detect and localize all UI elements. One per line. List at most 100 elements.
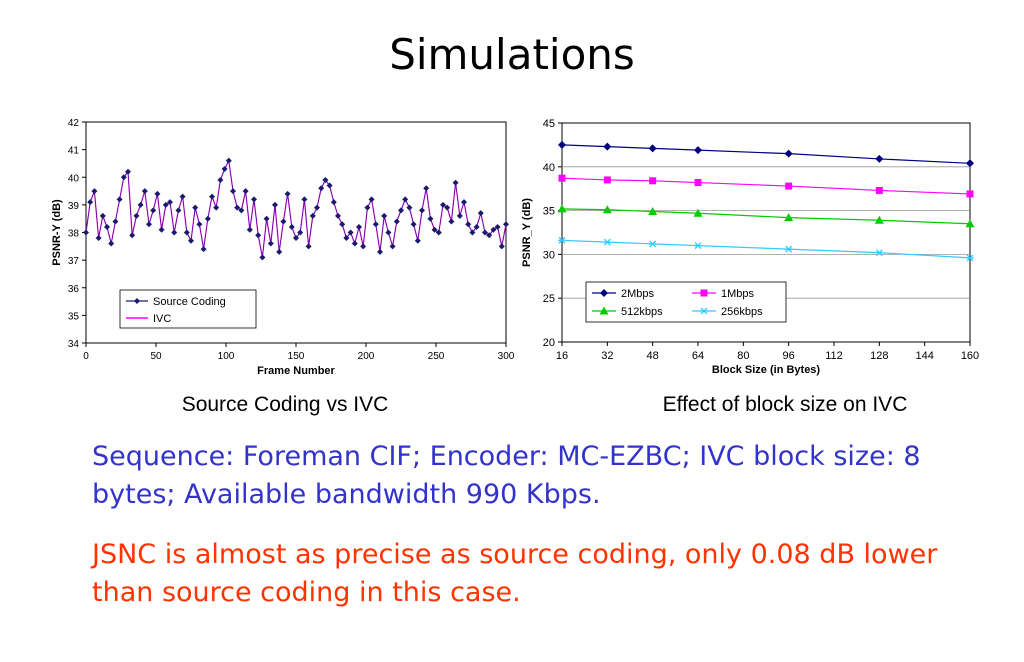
legend-source-coding-marker xyxy=(134,298,140,304)
source-coding-point xyxy=(498,243,505,250)
series-256kbps-point xyxy=(875,249,884,257)
conclusion-text: JSNC is almost as precise as source codi… xyxy=(92,539,938,608)
source-coding-point xyxy=(322,177,329,184)
source-coding-point xyxy=(150,207,157,214)
y-tick-label: 30 xyxy=(543,249,555,261)
series-256kbps-point xyxy=(648,240,657,248)
x-tick-label: 16 xyxy=(556,350,568,362)
source-coding-point xyxy=(305,243,312,250)
series-512kbps-point xyxy=(693,208,703,217)
x-axis-label: Block Size (in Bytes) xyxy=(712,364,821,376)
source-coding-point xyxy=(486,232,493,239)
source-coding-point xyxy=(377,248,383,255)
x-tick-label: 64 xyxy=(692,350,704,362)
source-coding-point xyxy=(402,196,409,203)
series-256kbps-point xyxy=(784,245,793,253)
slide-title: Simulations xyxy=(389,30,635,79)
source-coding-point xyxy=(209,193,215,200)
source-coding-point xyxy=(448,218,455,225)
series-2Mbps-point xyxy=(603,142,612,151)
source-coding-point xyxy=(95,235,102,242)
y-axis-label: PSNR-Y (dB) xyxy=(51,199,63,266)
source-coding-point xyxy=(91,188,98,195)
source-coding-point xyxy=(372,221,379,228)
source-coding-point xyxy=(314,204,320,211)
series-512kbps-point xyxy=(965,219,975,228)
source-coding-point xyxy=(213,204,220,211)
sequence-description: Sequence: Foreman CIF; Encoder: MC-EZBC;… xyxy=(92,441,921,510)
legend-512kbps-marker xyxy=(599,306,609,315)
legend-ivc-label: IVC xyxy=(153,313,171,325)
source-coding-point xyxy=(444,204,451,211)
y-tick-label: 45 xyxy=(543,118,555,130)
source-coding-point xyxy=(469,229,476,236)
source-coding-point xyxy=(364,204,371,211)
legend-512kbps-label: 512kbps xyxy=(621,306,663,318)
source-coding-point xyxy=(137,201,144,208)
y-tick-label: 35 xyxy=(68,311,80,322)
caption-block-size: Effect of block size on IVC xyxy=(662,393,908,416)
y-tick-label: 42 xyxy=(68,118,80,129)
source-coding-point xyxy=(356,223,362,230)
series-1Mbps-point xyxy=(649,177,657,185)
series-1Mbps-point xyxy=(603,176,611,184)
source-coding-point xyxy=(171,229,178,236)
source-coding-point xyxy=(120,174,127,181)
series-1Mbps-point xyxy=(785,182,793,190)
source-coding-point xyxy=(385,229,392,236)
source-coding-point xyxy=(410,221,417,228)
source-coding-point xyxy=(297,229,304,236)
source-coding-point xyxy=(343,235,350,242)
source-coding-point xyxy=(431,226,438,233)
source-coding-point xyxy=(204,215,211,222)
source-coding-point xyxy=(360,243,367,250)
source-coding-point xyxy=(393,218,400,225)
source-coding-point xyxy=(490,226,497,233)
source-coding-point xyxy=(477,210,484,217)
series-256kbps-point xyxy=(694,242,702,250)
legend-1Mbps-label: 1Mbps xyxy=(721,288,755,300)
source-coding-point xyxy=(435,229,442,236)
series-256kbps-point xyxy=(603,238,612,246)
x-axis-label: Frame Number xyxy=(257,365,335,377)
legend-256kbps-label: 256kbps xyxy=(721,306,763,318)
source-coding-point xyxy=(293,235,299,242)
y-tick-label: 34 xyxy=(68,339,80,350)
legend-2Mbps-label: 2Mbps xyxy=(621,288,655,300)
legend-box xyxy=(119,289,257,329)
y-tick-label: 41 xyxy=(68,146,80,157)
source-coding-point xyxy=(276,248,283,255)
source-coding-point xyxy=(389,243,396,250)
source-coding-point xyxy=(175,207,182,214)
x-tick-label: 160 xyxy=(961,350,979,362)
series-1Mbps-point xyxy=(558,174,566,182)
y-tick-label: 38 xyxy=(68,229,80,240)
source-coding-point xyxy=(196,221,203,228)
source-coding-point xyxy=(301,196,308,203)
series-2Mbps-point xyxy=(966,159,974,168)
source-coding-point xyxy=(141,188,148,195)
legend-box xyxy=(585,281,787,323)
series-256kbps-point xyxy=(558,236,566,244)
source-coding-point xyxy=(309,212,316,219)
source-coding-point xyxy=(263,215,270,222)
y-tick-label: 39 xyxy=(68,201,80,212)
source-coding-point xyxy=(179,193,186,200)
source-coding-point xyxy=(259,254,266,261)
legend-1Mbps-marker xyxy=(700,289,708,297)
x-tick-label: 32 xyxy=(601,350,613,362)
x-tick-label: 96 xyxy=(783,350,795,362)
source-coding-point xyxy=(414,237,421,244)
source-coding-point xyxy=(230,188,236,195)
source-coding-point xyxy=(440,201,446,208)
source-coding-point xyxy=(200,246,207,253)
source-coding-point xyxy=(503,221,509,228)
x-tick-label: 250 xyxy=(428,351,445,362)
source-coding-point xyxy=(398,207,404,214)
legend-source-coding-label: Source Coding xyxy=(153,296,226,308)
y-tick-label: 20 xyxy=(543,337,555,349)
source-coding-point xyxy=(473,223,480,230)
psnr-frame-chart: 34 35 36 37 38 39 40 41 42 0 50 100 150 200 250 300 Fram… xyxy=(51,118,515,377)
source-coding-point xyxy=(272,201,278,208)
source-coding-point xyxy=(162,201,169,208)
